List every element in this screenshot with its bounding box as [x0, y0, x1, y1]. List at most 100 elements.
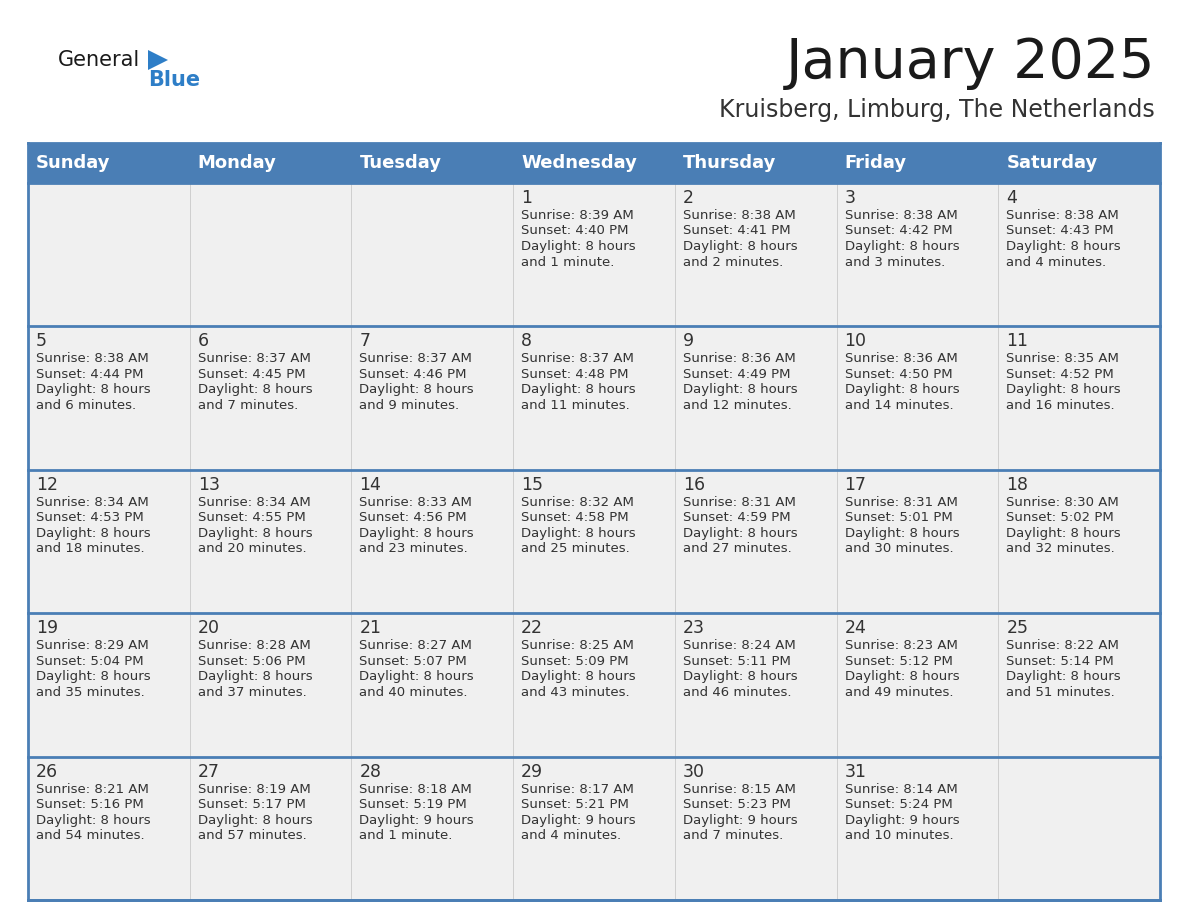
Text: and 2 minutes.: and 2 minutes. — [683, 255, 783, 268]
Text: and 27 minutes.: and 27 minutes. — [683, 543, 791, 555]
Text: Daylight: 8 hours: Daylight: 8 hours — [522, 240, 636, 253]
Text: and 12 minutes.: and 12 minutes. — [683, 399, 791, 412]
Text: Sunrise: 8:38 AM: Sunrise: 8:38 AM — [683, 209, 796, 222]
Text: Daylight: 8 hours: Daylight: 8 hours — [845, 384, 959, 397]
Text: Wednesday: Wednesday — [522, 154, 637, 172]
Bar — [675, 756, 836, 900]
Text: Sunset: 5:09 PM: Sunset: 5:09 PM — [522, 655, 628, 667]
Text: Sunrise: 8:23 AM: Sunrise: 8:23 AM — [845, 639, 958, 652]
Text: January 2025: January 2025 — [785, 36, 1155, 90]
Text: and 10 minutes.: and 10 minutes. — [845, 829, 953, 842]
Text: Sunset: 5:23 PM: Sunset: 5:23 PM — [683, 798, 791, 812]
Text: Daylight: 8 hours: Daylight: 8 hours — [197, 813, 312, 826]
Text: Sunrise: 8:28 AM: Sunrise: 8:28 AM — [197, 639, 310, 652]
Text: Sunrise: 8:37 AM: Sunrise: 8:37 AM — [197, 353, 310, 365]
Text: 6: 6 — [197, 332, 209, 351]
Text: 18: 18 — [1006, 476, 1029, 494]
Text: Sunrise: 8:31 AM: Sunrise: 8:31 AM — [845, 496, 958, 509]
Text: 27: 27 — [197, 763, 220, 780]
Bar — [998, 327, 1159, 470]
Text: Sunset: 4:53 PM: Sunset: 4:53 PM — [36, 511, 144, 524]
Text: 24: 24 — [845, 620, 866, 637]
Text: Daylight: 8 hours: Daylight: 8 hours — [197, 527, 312, 540]
Text: Sunrise: 8:19 AM: Sunrise: 8:19 AM — [197, 783, 310, 796]
Text: Sunrise: 8:15 AM: Sunrise: 8:15 AM — [683, 783, 796, 796]
Bar — [352, 183, 513, 327]
Text: 21: 21 — [360, 620, 381, 637]
Bar — [352, 613, 513, 756]
Text: Sunrise: 8:21 AM: Sunrise: 8:21 AM — [36, 783, 148, 796]
Text: Sunset: 4:44 PM: Sunset: 4:44 PM — [36, 368, 144, 381]
Text: and 1 minute.: and 1 minute. — [522, 255, 614, 268]
Text: Thursday: Thursday — [683, 154, 776, 172]
Text: Daylight: 8 hours: Daylight: 8 hours — [1006, 670, 1121, 683]
Text: Sunset: 5:21 PM: Sunset: 5:21 PM — [522, 798, 628, 812]
Bar — [675, 613, 836, 756]
Bar — [836, 470, 998, 613]
Text: Saturday: Saturday — [1006, 154, 1098, 172]
Text: and 20 minutes.: and 20 minutes. — [197, 543, 307, 555]
Text: 29: 29 — [522, 763, 543, 780]
Bar — [352, 327, 513, 470]
Text: and 9 minutes.: and 9 minutes. — [360, 399, 460, 412]
Text: Sunset: 5:12 PM: Sunset: 5:12 PM — [845, 655, 953, 667]
Bar — [190, 613, 352, 756]
Text: Sunrise: 8:18 AM: Sunrise: 8:18 AM — [360, 783, 472, 796]
Text: Daylight: 8 hours: Daylight: 8 hours — [36, 813, 151, 826]
Text: Sunset: 4:52 PM: Sunset: 4:52 PM — [1006, 368, 1114, 381]
Bar — [29, 327, 190, 470]
Text: Sunday: Sunday — [36, 154, 110, 172]
Text: Daylight: 8 hours: Daylight: 8 hours — [1006, 527, 1121, 540]
Text: Sunset: 4:56 PM: Sunset: 4:56 PM — [360, 511, 467, 524]
Text: Daylight: 8 hours: Daylight: 8 hours — [522, 527, 636, 540]
Text: and 3 minutes.: and 3 minutes. — [845, 255, 944, 268]
Bar — [675, 183, 836, 327]
Text: Kruisberg, Limburg, The Netherlands: Kruisberg, Limburg, The Netherlands — [719, 98, 1155, 122]
Text: and 4 minutes.: and 4 minutes. — [522, 829, 621, 842]
Text: Sunset: 5:07 PM: Sunset: 5:07 PM — [360, 655, 467, 667]
Text: Sunrise: 8:22 AM: Sunrise: 8:22 AM — [1006, 639, 1119, 652]
Polygon shape — [148, 50, 168, 70]
Text: and 40 minutes.: and 40 minutes. — [360, 686, 468, 699]
Text: 8: 8 — [522, 332, 532, 351]
Text: Sunset: 4:58 PM: Sunset: 4:58 PM — [522, 511, 628, 524]
Bar — [675, 327, 836, 470]
Text: Sunrise: 8:36 AM: Sunrise: 8:36 AM — [845, 353, 958, 365]
Text: 10: 10 — [845, 332, 866, 351]
Text: and 35 minutes.: and 35 minutes. — [36, 686, 145, 699]
Text: and 6 minutes.: and 6 minutes. — [36, 399, 137, 412]
Text: and 11 minutes.: and 11 minutes. — [522, 399, 630, 412]
Text: 31: 31 — [845, 763, 866, 780]
Text: Sunset: 4:45 PM: Sunset: 4:45 PM — [197, 368, 305, 381]
Text: 28: 28 — [360, 763, 381, 780]
Text: Daylight: 8 hours: Daylight: 8 hours — [683, 527, 797, 540]
Text: Daylight: 8 hours: Daylight: 8 hours — [360, 670, 474, 683]
Text: Daylight: 8 hours: Daylight: 8 hours — [36, 384, 151, 397]
Text: 4: 4 — [1006, 189, 1017, 207]
Bar — [513, 183, 675, 327]
Text: 15: 15 — [522, 476, 543, 494]
Bar — [29, 143, 1159, 183]
Text: Sunset: 5:16 PM: Sunset: 5:16 PM — [36, 798, 144, 812]
Text: Daylight: 8 hours: Daylight: 8 hours — [360, 527, 474, 540]
Text: and 7 minutes.: and 7 minutes. — [197, 399, 298, 412]
Text: and 16 minutes.: and 16 minutes. — [1006, 399, 1114, 412]
Text: Sunset: 5:17 PM: Sunset: 5:17 PM — [197, 798, 305, 812]
Text: Daylight: 8 hours: Daylight: 8 hours — [197, 384, 312, 397]
Text: Sunrise: 8:37 AM: Sunrise: 8:37 AM — [522, 353, 634, 365]
Text: and 7 minutes.: and 7 minutes. — [683, 829, 783, 842]
Text: 2: 2 — [683, 189, 694, 207]
Text: Sunrise: 8:32 AM: Sunrise: 8:32 AM — [522, 496, 634, 509]
Bar — [29, 756, 190, 900]
Text: Daylight: 8 hours: Daylight: 8 hours — [36, 527, 151, 540]
Bar — [513, 327, 675, 470]
Text: Sunset: 5:02 PM: Sunset: 5:02 PM — [1006, 511, 1114, 524]
Bar — [29, 613, 190, 756]
Bar — [513, 756, 675, 900]
Text: Sunrise: 8:14 AM: Sunrise: 8:14 AM — [845, 783, 958, 796]
Text: Sunset: 5:11 PM: Sunset: 5:11 PM — [683, 655, 791, 667]
Text: Daylight: 9 hours: Daylight: 9 hours — [683, 813, 797, 826]
Text: Sunset: 4:48 PM: Sunset: 4:48 PM — [522, 368, 628, 381]
Text: and 14 minutes.: and 14 minutes. — [845, 399, 953, 412]
Text: Daylight: 8 hours: Daylight: 8 hours — [360, 384, 474, 397]
